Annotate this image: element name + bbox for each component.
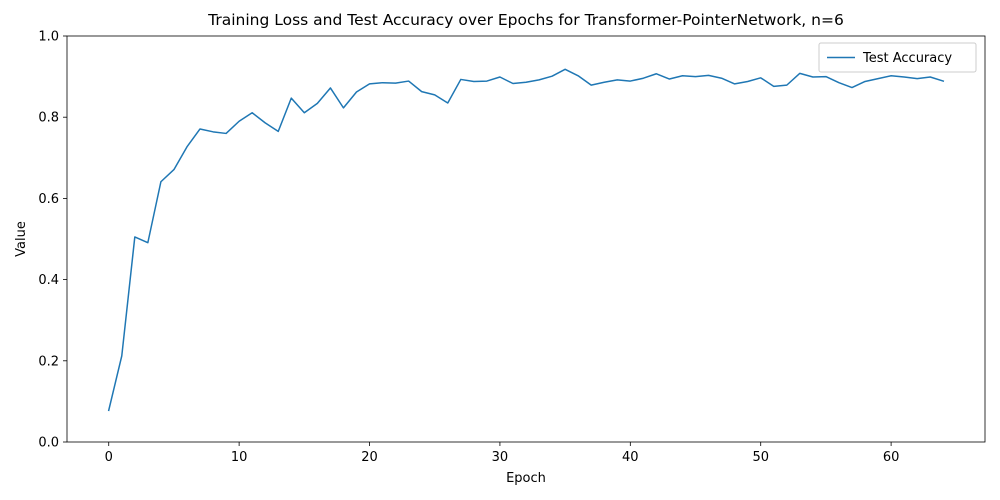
x-tick-label: 60 <box>883 450 900 465</box>
x-tick-label: 0 <box>105 450 113 465</box>
x-axis-label: Epoch <box>506 471 546 486</box>
x-tick-label: 40 <box>622 450 639 465</box>
x-tick-label: 20 <box>361 450 378 465</box>
y-tick-label: 0.6 <box>38 192 59 207</box>
chart-title: Training Loss and Test Accuracy over Epo… <box>207 11 844 29</box>
y-tick-label: 0.2 <box>38 354 59 369</box>
x-tick-label: 10 <box>231 450 248 465</box>
y-axis-label: Value <box>14 221 29 257</box>
y-tick-label: 1.0 <box>38 30 59 45</box>
legend-label-test-accuracy: Test Accuracy <box>862 51 952 66</box>
y-tick-label: 0.4 <box>38 273 59 288</box>
legend-box <box>818 42 977 73</box>
plot-frame <box>66 35 986 443</box>
x-tick-label: 50 <box>752 450 769 465</box>
x-axis: 0 10 20 30 40 50 60 <box>105 442 900 465</box>
y-tick-label: 0.8 <box>38 111 59 126</box>
y-axis: 0.0 0.2 0.4 0.6 0.8 1.0 <box>38 30 67 451</box>
legend: Test Accuracy <box>818 42 977 73</box>
x-tick-label: 30 <box>492 450 509 465</box>
y-tick-label: 0.0 <box>38 436 59 451</box>
test-accuracy-line <box>107 68 945 412</box>
